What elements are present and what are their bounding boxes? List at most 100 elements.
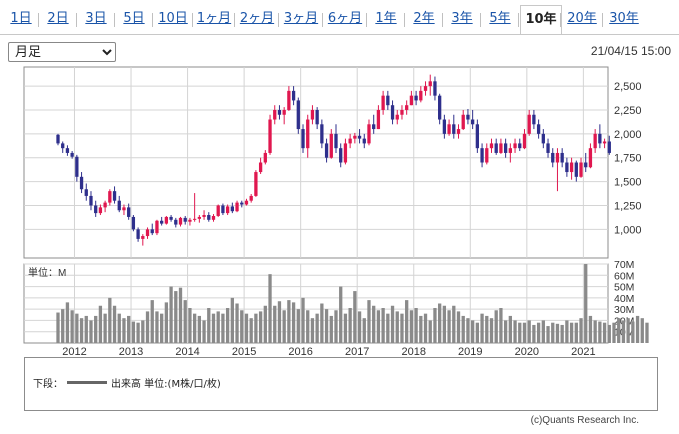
volume-bar	[532, 324, 536, 343]
tab-13[interactable]: 5年	[489, 11, 511, 26]
x-tick-label: 2012	[62, 346, 86, 358]
candle-body	[320, 124, 324, 144]
candle-body	[282, 109, 286, 115]
tab-separator	[442, 13, 443, 27]
tab-14[interactable]: 10年	[520, 5, 562, 34]
candle-body	[584, 162, 588, 168]
volume-bar	[315, 313, 319, 343]
x-tick-label: 2014	[175, 346, 199, 358]
candle-body	[555, 152, 560, 163]
candle-body	[240, 202, 244, 205]
candle-body	[456, 129, 461, 134]
tab-1[interactable]: 1日	[10, 11, 32, 26]
volume-bar	[546, 326, 550, 343]
candle-body	[310, 109, 315, 120]
candle-body	[546, 143, 550, 153]
volume-bar	[221, 313, 225, 343]
tab-10[interactable]: 1年	[375, 11, 397, 26]
volume-bar	[602, 322, 607, 343]
tab-16[interactable]: 30年	[609, 11, 639, 26]
candle-body	[94, 205, 98, 214]
tab-8[interactable]: 3ヶ月	[283, 11, 319, 26]
tab-separator	[114, 13, 115, 27]
volume-bar	[268, 274, 272, 343]
tab-3[interactable]: 3日	[85, 11, 107, 26]
volume-bar	[574, 322, 578, 343]
volume-bar	[244, 313, 249, 343]
x-tick-label: 2018	[402, 346, 426, 358]
candle-body	[499, 143, 503, 153]
candle-body	[414, 95, 418, 101]
candle-body	[324, 143, 329, 158]
candle-body	[489, 143, 494, 149]
volume-bar	[145, 311, 150, 343]
candle-body	[386, 95, 390, 106]
volume-bar	[565, 320, 569, 343]
tab-separator	[366, 13, 367, 27]
volume-bar	[376, 310, 381, 343]
candle-body	[183, 217, 187, 222]
tab-12[interactable]: 3年	[451, 11, 473, 26]
candle-body	[607, 141, 611, 153]
candle-body	[197, 216, 202, 219]
candle-body	[61, 143, 65, 149]
volume-bar	[155, 311, 159, 343]
volume-bar	[249, 318, 253, 343]
volume-bar	[202, 320, 206, 343]
volume-bar	[494, 310, 498, 343]
candle-body	[258, 162, 263, 173]
tab-separator	[404, 13, 405, 27]
candle-body	[150, 229, 154, 234]
candle-body	[541, 133, 545, 144]
volume-bar	[607, 324, 611, 343]
volume-bar	[127, 315, 131, 343]
volume-bar	[489, 318, 494, 343]
candle-body	[192, 218, 197, 220]
candle-body	[169, 216, 173, 220]
tab-7[interactable]: 2ヶ月	[239, 11, 275, 26]
candle-body	[466, 114, 470, 120]
tab-5[interactable]: 10日	[158, 11, 188, 26]
x-tick-label: 2015	[232, 346, 256, 358]
candle-body	[372, 124, 376, 130]
candle-body	[103, 202, 107, 208]
volume-bar	[141, 320, 145, 343]
candle-body	[480, 148, 484, 163]
volume-bar	[61, 309, 65, 343]
volume-bar	[263, 305, 267, 343]
volume-bar	[282, 310, 286, 343]
tab-11[interactable]: 2年	[413, 11, 435, 26]
tab-4[interactable]: 5日	[123, 11, 145, 26]
timestamp: 21/04/15 15:00	[590, 44, 671, 58]
candle-body	[353, 135, 357, 139]
volume-bar	[395, 311, 399, 343]
candle-body	[122, 207, 126, 211]
period-select[interactable]: 月足	[8, 42, 116, 62]
tab-6[interactable]: 1ヶ月	[196, 11, 232, 26]
candle-body	[565, 162, 569, 173]
tab-15[interactable]: 20年	[567, 11, 597, 26]
volume-bar	[197, 315, 202, 343]
candle-body	[230, 206, 234, 212]
volume-bar	[235, 303, 239, 343]
volume-bar	[456, 311, 461, 343]
volume-bar	[150, 300, 154, 343]
volume-bar	[475, 322, 480, 343]
candle-body	[579, 162, 583, 177]
x-tick-label: 2019	[458, 346, 482, 358]
tab-separator	[76, 13, 77, 27]
candle-body	[249, 195, 253, 201]
tab-2[interactable]: 2日	[47, 11, 69, 26]
volume-bar	[551, 322, 555, 343]
x-tick-label: 2017	[345, 346, 369, 358]
volume-bar	[518, 322, 522, 343]
candle-body	[475, 124, 480, 149]
tab-9[interactable]: 6ヶ月	[327, 11, 363, 26]
tab-separator	[602, 13, 603, 27]
candle-body	[263, 152, 267, 163]
volume-bar	[79, 318, 84, 343]
volume-bar	[480, 313, 484, 343]
candle-body	[108, 191, 112, 203]
volume-bar	[329, 315, 333, 343]
volume-bar	[470, 320, 475, 343]
